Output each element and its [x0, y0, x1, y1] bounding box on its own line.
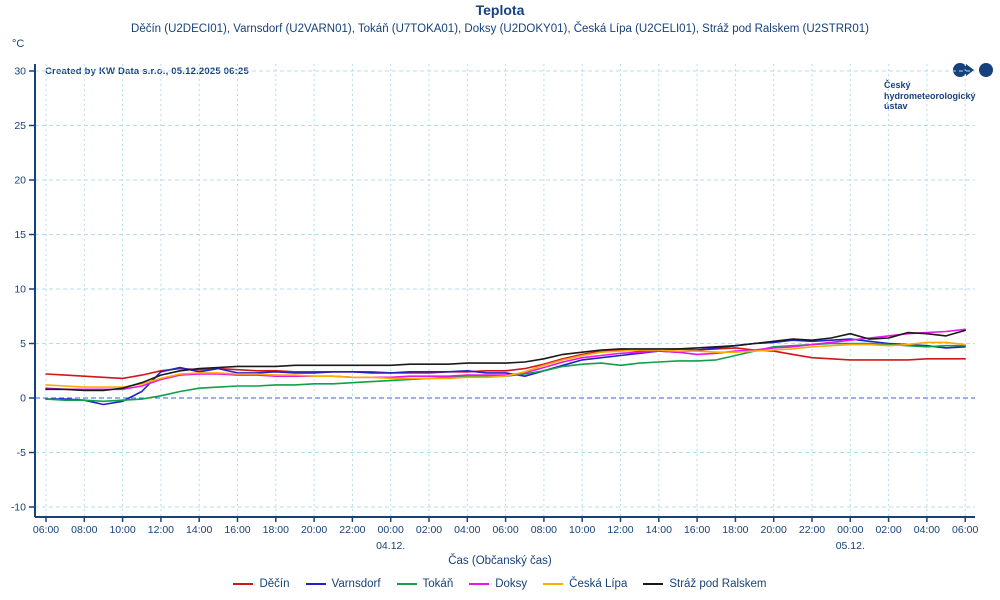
legend-label: Děčín: [259, 578, 290, 590]
legend-label: Doksy: [495, 578, 528, 590]
x-tick-label: 14:00: [186, 524, 212, 536]
x-tick-label: 06:00: [33, 524, 59, 536]
y-tick-label: 10: [14, 284, 26, 296]
x-tick-label: 18:00: [263, 524, 289, 536]
legend-label: Varnsdorf: [331, 578, 381, 590]
x-tick-label: 04:00: [454, 524, 480, 536]
y-tick-label: 30: [14, 66, 26, 78]
x-tick-label: 00:00: [378, 524, 404, 536]
chmi-logo-icon: [884, 62, 996, 78]
legend-item-doksy: Doksy: [469, 578, 527, 590]
legend-item-str-pod-ralskem: Stráž pod Ralskem: [643, 578, 767, 590]
legend-swatch: [469, 583, 490, 585]
legend-swatch: [233, 583, 254, 585]
y-tick-label: 0: [20, 393, 26, 405]
chmi-logo: Český hydrometeorologický ústav: [884, 62, 996, 112]
series-line-varnsdorf: [45, 338, 967, 406]
x-tick-label: 22:00: [799, 524, 825, 536]
y-tick-label: -5: [17, 447, 26, 459]
x-tick-label: 12:00: [607, 524, 633, 536]
legend-swatch: [543, 583, 564, 585]
legend-item-varnsdorf: Varnsdorf: [305, 578, 381, 590]
series-line--esk-l-pa: [45, 341, 967, 388]
legend-item--esk-l-pa: Česká Lípa: [543, 578, 627, 590]
series-line-doksy: [45, 328, 967, 391]
x-tick-label: 18:00: [722, 524, 748, 536]
y-tick-label: 25: [14, 120, 26, 132]
x-tick-label: 12:00: [148, 524, 174, 536]
legend-item-tok-: Tokáň: [396, 578, 454, 590]
x-tick-label: 20:00: [301, 524, 327, 536]
x-date-label: 04.12.: [376, 540, 405, 552]
y-tick-label: 5: [20, 338, 26, 350]
x-tick-label: 02:00: [416, 524, 442, 536]
x-tick-label: 04:00: [914, 524, 940, 536]
chart-subtitle: Děčín (U2DECI01), Varnsdorf (U2VARN01), …: [131, 23, 869, 35]
x-tick-label: 14:00: [646, 524, 672, 536]
series-line-d-n: [45, 347, 967, 380]
watermark-created-by: Created by KW Data s.r.o., 05.12.2025 06…: [45, 66, 249, 77]
y-tick-label: 15: [14, 229, 26, 241]
chmi-logo-line-2: hydrometeorologický: [884, 90, 976, 101]
y-tick-label: -10: [11, 502, 26, 514]
chmi-logo-text: Český hydrometeorologický ústav: [884, 80, 996, 112]
x-tick-label: 02:00: [875, 524, 901, 536]
x-date-label: 05.12.: [836, 540, 865, 552]
x-tick-label: 22:00: [339, 524, 365, 536]
x-tick-label: 06:00: [492, 524, 518, 536]
y-axis-unit-label: °C: [12, 38, 25, 50]
series-line-str-pod-ralskem: [45, 329, 967, 392]
x-tick-label: 10:00: [109, 524, 135, 536]
x-axis-title: Čas (Občanský čas): [448, 555, 552, 567]
x-tick-label: 08:00: [71, 524, 97, 536]
legend: Děčín Varnsdorf Tokáň Doksy Česká Lípa Stráž …: [0, 578, 1000, 590]
x-tick-label: 10:00: [569, 524, 595, 536]
x-tick-label: 20:00: [761, 524, 787, 536]
x-tick-label: 00:00: [837, 524, 863, 536]
x-tick-label: 16:00: [224, 524, 250, 536]
legend-label: Česká Lípa: [569, 578, 628, 590]
chart-title: Teplota: [475, 2, 525, 18]
x-tick-label: 06:00: [952, 524, 978, 536]
y-tick-label: 20: [14, 175, 26, 187]
chmi-logo-line-3: ústav: [884, 101, 908, 111]
legend-swatch: [305, 583, 326, 585]
x-tick-label: 08:00: [531, 524, 557, 536]
legend-swatch: [396, 583, 417, 585]
legend-label: Tokáň: [422, 578, 454, 590]
chmi-logo-line-1: Český: [884, 80, 911, 90]
legend-item-d-n: Děčín: [233, 578, 290, 590]
x-tick-label: 16:00: [684, 524, 710, 536]
legend-label: Stráž pod Ralskem: [669, 578, 767, 590]
legend-swatch: [643, 583, 664, 585]
